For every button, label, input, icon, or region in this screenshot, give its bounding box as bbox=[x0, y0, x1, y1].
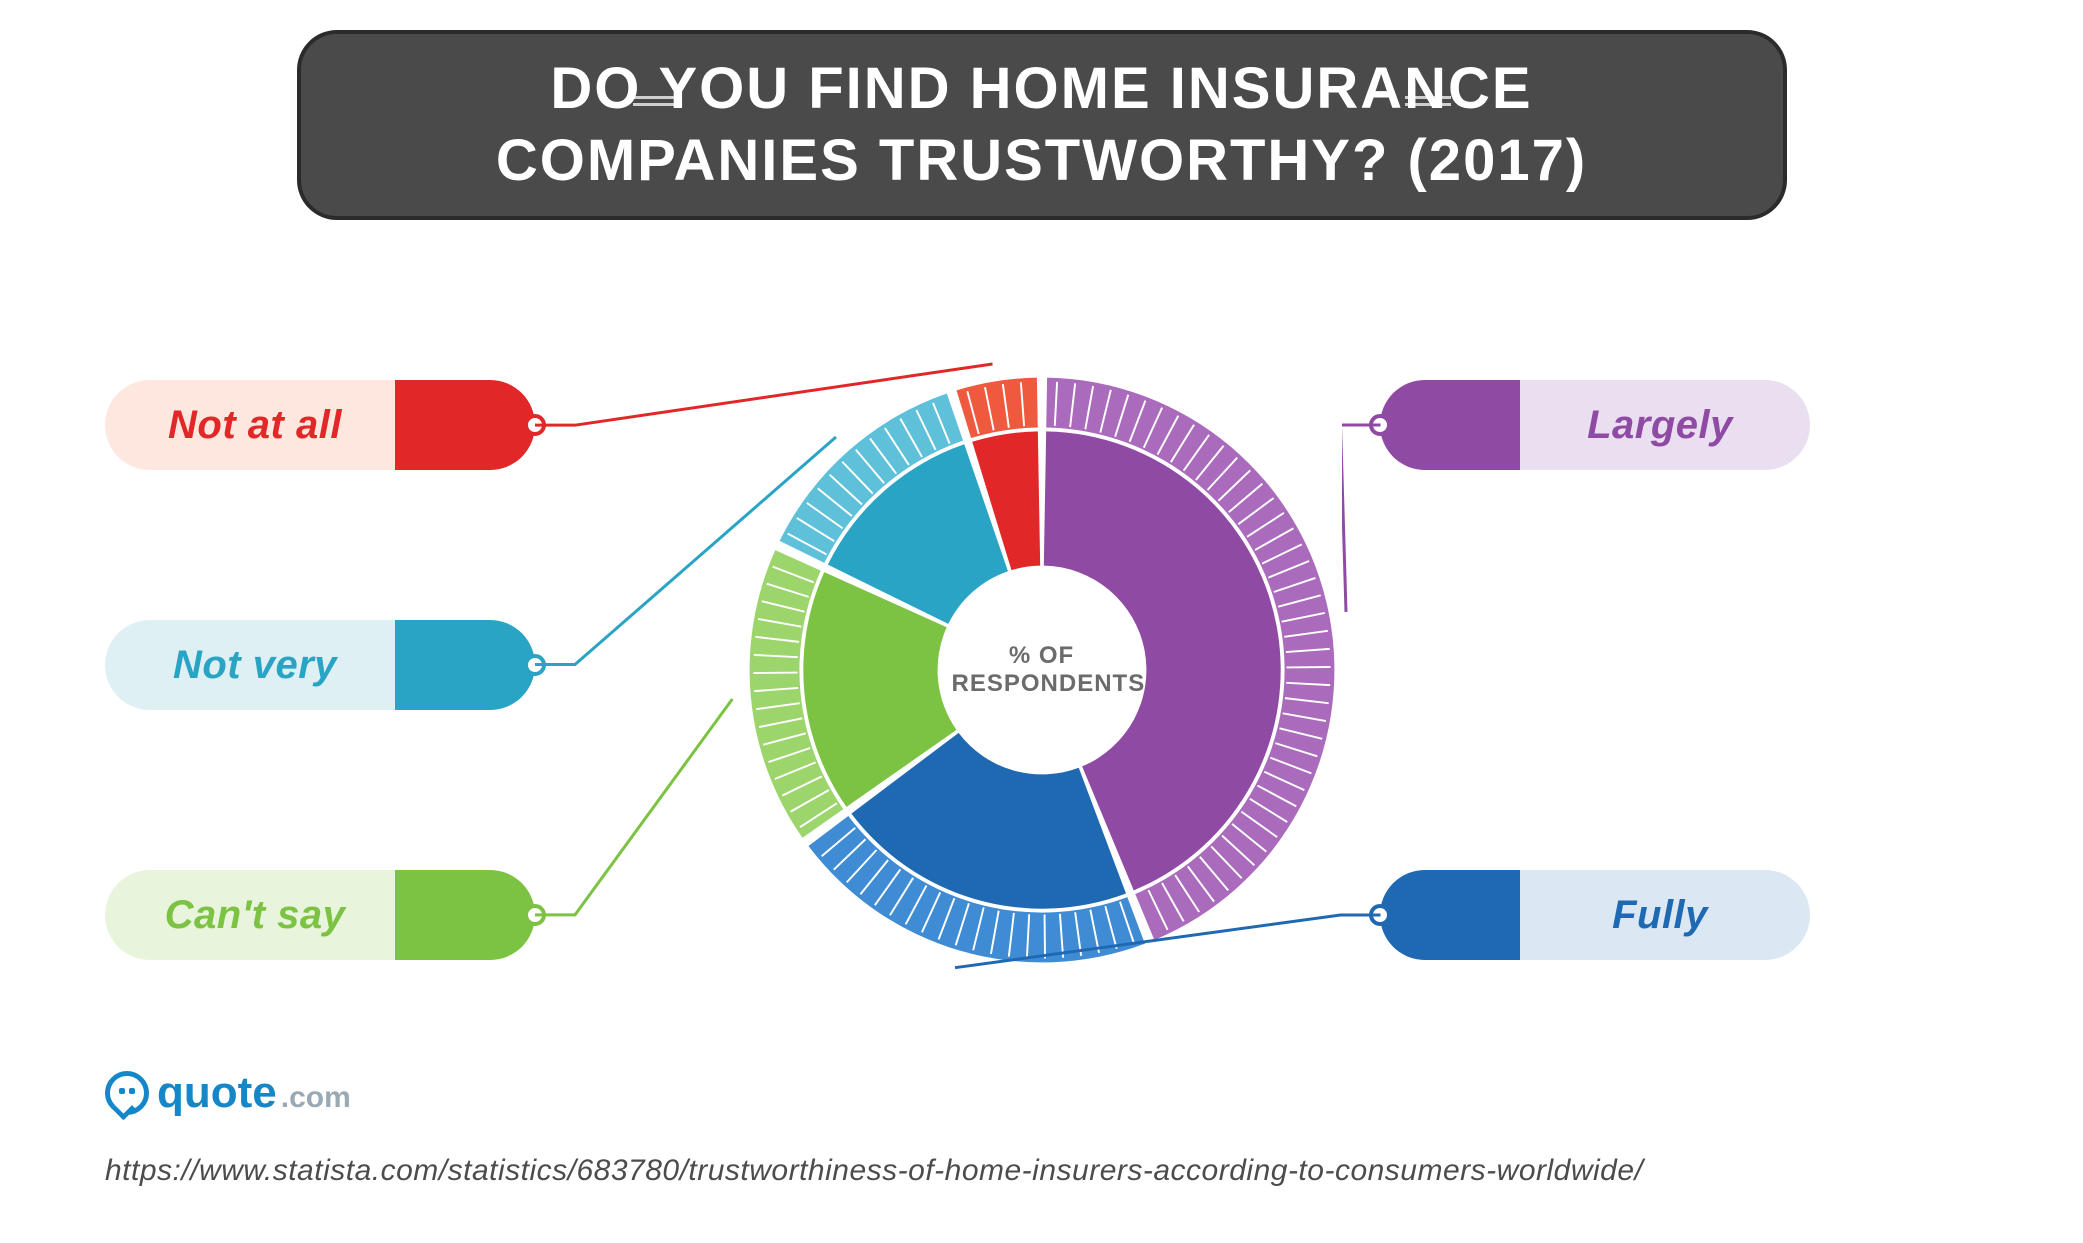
pill-cap-largely bbox=[1380, 380, 1520, 470]
pill-cap-notvery bbox=[395, 620, 535, 710]
pill-label-largely: Largely bbox=[1520, 403, 1800, 448]
title-line1: DO YOU FIND HOME INSURANCE bbox=[550, 56, 1532, 121]
pill-cap-cantsay bbox=[395, 870, 535, 960]
logo-suffix: .com bbox=[281, 1081, 351, 1115]
pill-largely: Largely bbox=[1380, 380, 1810, 470]
connector-dot-largely bbox=[1369, 414, 1391, 436]
pill-fully: Fully bbox=[1380, 870, 1810, 960]
chart-center-label: % OF RESPONDENTS bbox=[952, 642, 1132, 698]
pill-cap-fully bbox=[1380, 870, 1520, 960]
connector-dot-notvery bbox=[524, 654, 546, 676]
quote-logo: quote .com bbox=[105, 1068, 351, 1118]
tickring-notatall bbox=[956, 378, 1037, 438]
leader-cantsay bbox=[531, 695, 736, 919]
quote-bubble-icon bbox=[105, 1071, 149, 1115]
connector-dot-fully bbox=[1369, 904, 1391, 926]
pill-cap-notatall bbox=[395, 380, 535, 470]
logo-word: quote bbox=[157, 1068, 277, 1118]
source-url: https://www.statista.com/statistics/6837… bbox=[105, 1154, 1643, 1188]
pill-notatall: Not at all bbox=[105, 380, 535, 470]
pill-label-notvery: Not very bbox=[115, 643, 395, 688]
pill-label-notatall: Not at all bbox=[115, 403, 395, 448]
connector-dot-cantsay bbox=[524, 904, 546, 926]
title-text: DO YOU FIND HOME INSURANCE COMPANIES TRU… bbox=[436, 53, 1647, 198]
title-bar: DO YOU FIND HOME INSURANCE COMPANIES TRU… bbox=[297, 30, 1787, 220]
pill-cantsay: Can't say bbox=[105, 870, 535, 960]
pill-label-fully: Fully bbox=[1520, 893, 1800, 938]
donut-chart: % OF RESPONDENTS bbox=[732, 360, 1352, 980]
pill-label-cantsay: Can't say bbox=[115, 893, 395, 938]
title-line2: COMPANIES TRUSTWORTHY? (2017) bbox=[496, 128, 1587, 193]
pill-notvery: Not very bbox=[105, 620, 535, 710]
connector-dot-notatall bbox=[524, 414, 546, 436]
